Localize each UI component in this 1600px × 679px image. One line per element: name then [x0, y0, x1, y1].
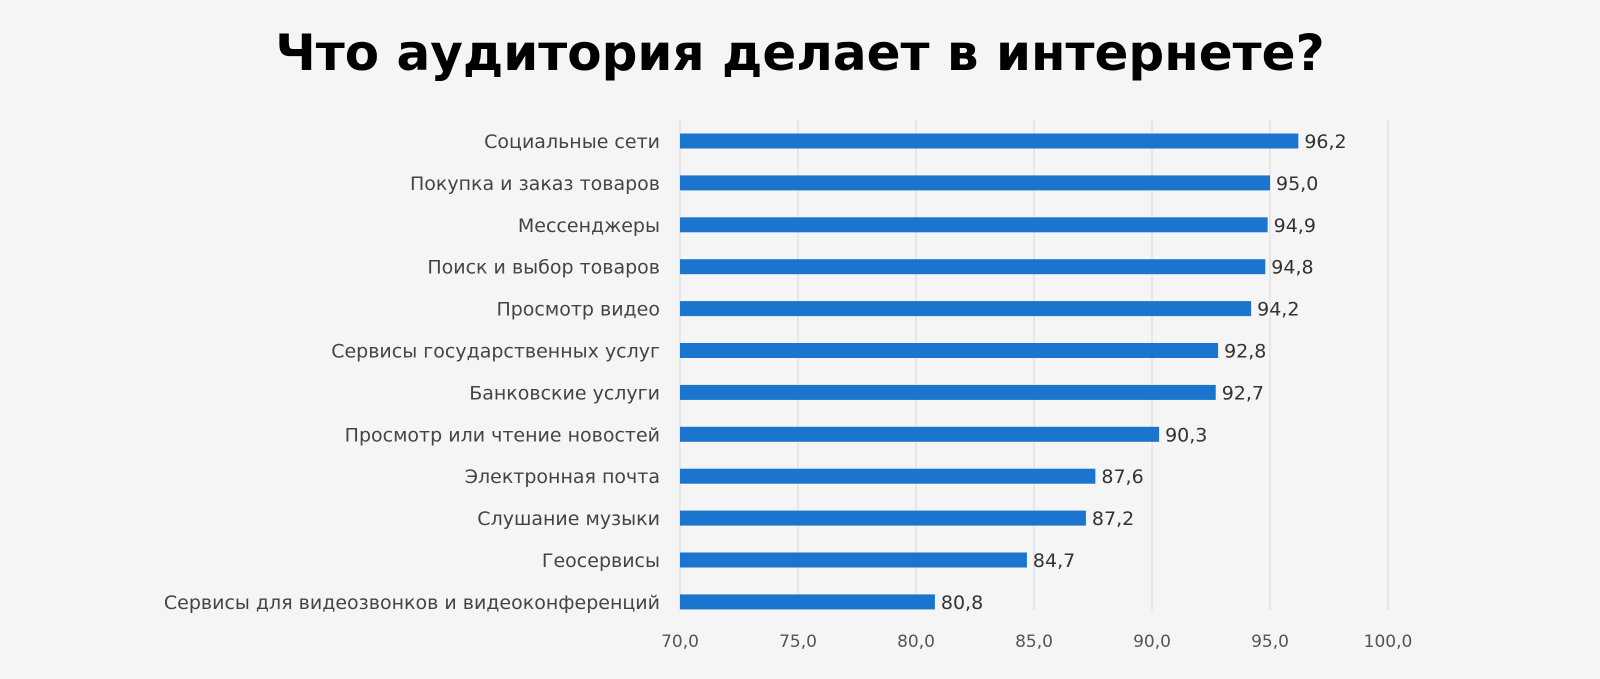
- chart-title: Что аудитория делает в интернете?: [275, 24, 1325, 82]
- x-axis-tick-labels: 70,0 75,0 80,0 85,0 90,0 95,0 100,0: [661, 632, 1412, 652]
- category-label: Просмотр видео: [496, 299, 660, 321]
- category-label: Слушание музыки: [477, 508, 660, 530]
- bar: [680, 133, 1299, 149]
- bar: [680, 217, 1268, 233]
- category-label: Сервисы государственных услуг: [331, 341, 660, 363]
- x-tick-label: 85,0: [1015, 632, 1053, 652]
- x-tick-label: 75,0: [779, 632, 817, 652]
- bar: [680, 259, 1266, 275]
- category-label: Просмотр или чтение новостей: [345, 424, 660, 446]
- value-label: 95,0: [1276, 173, 1318, 195]
- category-label: Банковские услуги: [469, 382, 660, 404]
- category-label: Сервисы для видеозвонков и видеоконферен…: [164, 592, 660, 614]
- category-label: Мессенджеры: [518, 215, 660, 237]
- bar: [680, 426, 1160, 442]
- category-label: Покупка и заказ товаров: [410, 173, 660, 195]
- value-label: 94,8: [1271, 257, 1313, 279]
- category-labels: Социальные сети Покупка и заказ товаров Ме…: [164, 131, 660, 614]
- category-label: Геосервисы: [542, 550, 660, 572]
- bar: [680, 510, 1086, 526]
- bar: [680, 552, 1027, 568]
- bar: [680, 384, 1216, 400]
- category-label: Электронная почта: [465, 466, 660, 488]
- category-label: Социальные сети: [484, 131, 660, 153]
- value-label: 87,6: [1101, 466, 1143, 488]
- value-label: 94,2: [1257, 299, 1299, 321]
- value-label: 80,8: [941, 592, 983, 614]
- value-labels: 96,2 95,0 94,9 94,8 94,2 92,8 92,7 90,3 87,6 87,2…: [941, 131, 1347, 614]
- value-label: 92,8: [1224, 341, 1266, 363]
- value-label: 84,7: [1033, 550, 1075, 572]
- value-label: 87,2: [1092, 508, 1134, 530]
- x-tick-label: 70,0: [661, 632, 699, 652]
- gridlines: [679, 120, 1389, 610]
- value-label: 94,9: [1274, 215, 1316, 237]
- bar: [680, 343, 1219, 358]
- bar: [680, 175, 1270, 191]
- bars: [680, 133, 1299, 610]
- bar: [680, 594, 935, 610]
- x-tick-label: 100,0: [1364, 632, 1413, 652]
- value-label: 90,3: [1165, 424, 1207, 446]
- bar: [680, 468, 1096, 484]
- category-label: Поиск и выбор товаров: [427, 257, 660, 279]
- bar: [680, 301, 1252, 317]
- value-label: 92,7: [1222, 382, 1264, 404]
- x-tick-label: 90,0: [1133, 632, 1171, 652]
- value-label: 96,2: [1304, 131, 1346, 153]
- x-tick-label: 95,0: [1251, 632, 1289, 652]
- x-tick-label: 80,0: [897, 632, 935, 652]
